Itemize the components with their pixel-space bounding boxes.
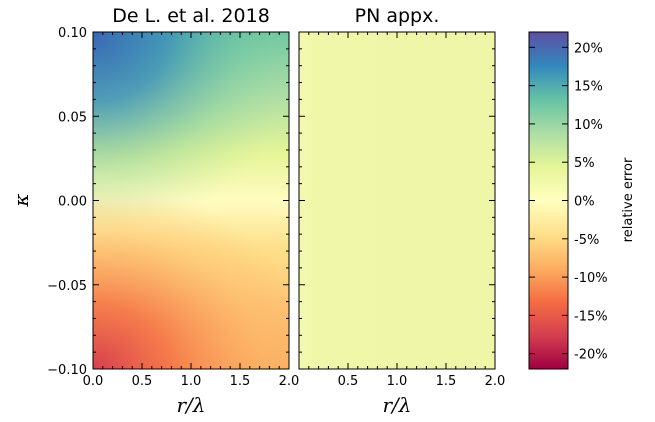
x-tick-label: 0.5 (132, 374, 153, 389)
left-panel-title: De L. et al. 2018 (112, 5, 270, 27)
right-ticks: 0.5 1.0 1.5 2.0 (298, 31, 506, 389)
x-tick-label: 2.0 (485, 374, 506, 389)
right-x-axis-label: r/λ (383, 393, 412, 417)
colorbar: 20% 15% 10% 5% 0% -5% -10% -15% -20% relative er… (528, 31, 636, 370)
colorbar-gradient (529, 32, 568, 369)
colorbar-ticks: 20% 15% 10% 5% 0% -5% -10% -15% -20% (529, 41, 608, 363)
right-panel-title: PN appx. (355, 5, 440, 27)
colorbar-tick-label: 5% (574, 156, 595, 171)
colorbar-tick-label: 10% (574, 118, 603, 133)
x-tick-label: 0.5 (338, 374, 359, 389)
colorbar-tick-label: -20% (574, 348, 608, 363)
x-tick-label: 0.0 (83, 374, 104, 389)
left-heatmap-bottom-corner (93, 32, 289, 369)
colorbar-tick-label: 20% (574, 41, 603, 56)
y-axis-label: κ (9, 193, 33, 207)
y-tick-label: −0.05 (47, 279, 87, 294)
right-panel: 0.5 1.0 1.5 2.0 PN appx. r/λ (298, 5, 506, 417)
right-heatmap (299, 32, 495, 369)
x-tick-label: 1.5 (230, 374, 251, 389)
x-tick-label: 1.5 (436, 374, 457, 389)
colorbar-label: relative error (621, 157, 636, 242)
colorbar-tick-label: -15% (574, 309, 608, 324)
y-tick-label: 0.00 (58, 195, 87, 210)
colorbar-tick-label: -5% (574, 233, 599, 248)
y-tick-label: 0.10 (58, 26, 87, 41)
colorbar-tick-label: 15% (574, 80, 603, 95)
left-x-axis-label: r/λ (177, 393, 206, 417)
left-ticks: 0.0 0.5 1.0 1.5 2.0 0.10 0.05 0.00 −0.05 −0.10 (47, 26, 299, 389)
x-tick-label: 1.0 (181, 374, 202, 389)
y-tick-label: 0.05 (58, 110, 87, 125)
left-panel: 0.0 0.5 1.0 1.5 2.0 0.10 0.05 0.00 −0.05 −0.10 De… (9, 5, 299, 417)
y-tick-label: −0.10 (47, 363, 87, 378)
colorbar-tick-label: 0% (574, 195, 595, 210)
x-tick-label: 2.0 (279, 374, 300, 389)
colorbar-tick-label: -10% (574, 271, 608, 286)
x-tick-label: 1.0 (387, 374, 408, 389)
